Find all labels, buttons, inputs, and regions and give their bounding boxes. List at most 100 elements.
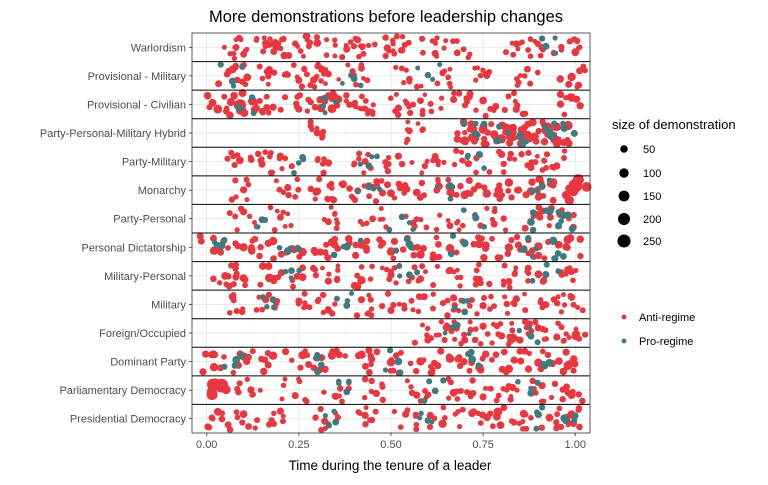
data-point — [454, 130, 461, 137]
data-point — [473, 77, 479, 83]
data-point — [507, 396, 514, 403]
data-point — [467, 393, 474, 400]
data-point — [332, 301, 338, 307]
data-point — [318, 361, 325, 369]
data-point — [490, 130, 497, 137]
data-point — [264, 94, 270, 100]
data-point — [257, 244, 264, 251]
data-point — [362, 376, 369, 383]
data-point — [406, 220, 412, 226]
data-point — [524, 65, 531, 73]
data-point — [521, 73, 528, 79]
data-point — [472, 212, 478, 218]
data-point — [271, 69, 278, 76]
data-point — [259, 109, 266, 116]
data-point — [409, 160, 415, 165]
data-point — [546, 177, 553, 184]
data-point — [370, 186, 377, 192]
data-point — [441, 159, 447, 165]
data-point — [294, 176, 301, 183]
data-point — [522, 110, 529, 117]
data-point — [488, 121, 495, 128]
data-point — [532, 138, 540, 145]
data-point — [575, 391, 582, 398]
data-point — [322, 249, 329, 256]
data-point — [481, 135, 488, 143]
data-point — [231, 162, 238, 169]
data-point — [247, 213, 253, 219]
data-point — [537, 52, 544, 59]
data-point — [282, 224, 288, 229]
data-point — [260, 48, 267, 55]
data-point — [457, 283, 463, 289]
data-point — [524, 162, 531, 169]
data-point — [510, 356, 518, 364]
data-point — [541, 157, 548, 164]
data-point — [500, 278, 506, 284]
data-point — [296, 253, 303, 260]
data-point — [541, 362, 549, 370]
x-tick-label: 0.25 — [288, 439, 309, 451]
data-point — [554, 411, 561, 418]
data-point — [548, 236, 558, 245]
data-point — [403, 100, 410, 107]
data-point — [388, 357, 395, 363]
chart-title: More demonstrations before leadership ch… — [209, 8, 563, 26]
data-point — [293, 273, 301, 280]
data-point — [414, 83, 420, 90]
data-point — [496, 148, 503, 155]
size-legend-label: 150 — [643, 191, 661, 203]
data-point — [321, 94, 329, 102]
data-point — [440, 377, 447, 384]
data-point — [469, 377, 476, 384]
x-tick-label: 1.00 — [565, 439, 586, 451]
data-point — [360, 50, 367, 57]
data-point — [574, 84, 580, 90]
data-point — [233, 45, 239, 52]
data-point — [384, 290, 392, 297]
data-point — [513, 265, 519, 271]
data-point — [413, 216, 420, 223]
data-point — [448, 250, 455, 258]
data-point — [365, 151, 371, 158]
data-point — [356, 156, 362, 162]
data-point — [438, 319, 444, 325]
data-point — [239, 78, 246, 85]
data-point — [460, 207, 467, 214]
data-point — [542, 271, 550, 279]
data-point — [270, 304, 277, 310]
data-point — [393, 92, 399, 97]
data-point — [243, 357, 251, 365]
size-legend-label: 250 — [643, 236, 661, 248]
data-point — [361, 411, 369, 419]
data-point — [267, 204, 274, 211]
data-point — [460, 222, 466, 229]
data-point — [462, 129, 468, 136]
data-point — [369, 154, 375, 160]
data-point — [451, 269, 457, 275]
data-point — [554, 222, 563, 230]
data-point — [470, 186, 478, 193]
data-point — [377, 186, 383, 193]
data-point — [230, 369, 237, 376]
data-point — [439, 300, 447, 307]
data-point — [353, 312, 361, 319]
data-point — [502, 294, 508, 300]
data-point — [473, 169, 479, 176]
data-point — [221, 93, 228, 100]
data-point — [294, 74, 300, 80]
data-point — [232, 356, 241, 364]
data-point — [244, 197, 250, 203]
data-point — [505, 93, 512, 100]
data-point — [424, 417, 432, 424]
data-point — [479, 322, 487, 330]
data-point — [215, 80, 223, 88]
data-point — [445, 267, 452, 275]
data-point — [421, 192, 427, 199]
data-point — [386, 276, 393, 283]
data-point — [312, 188, 320, 196]
data-point — [519, 140, 527, 148]
data-point — [459, 406, 466, 413]
data-point — [269, 103, 277, 111]
data-point — [366, 292, 372, 298]
